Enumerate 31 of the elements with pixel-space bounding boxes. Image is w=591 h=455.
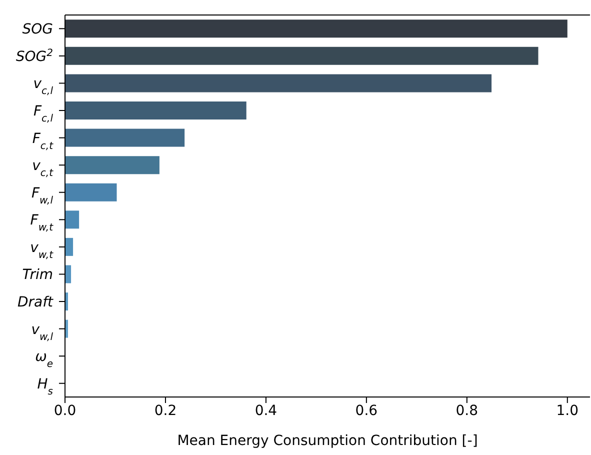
y-tick-label: F$_{w,l}$ [31, 185, 54, 206]
x-tick-label: 0.0 [54, 402, 76, 419]
y-tick-label: v$_{w,l}$ [31, 322, 54, 342]
x-tick-label: 0.4 [254, 402, 278, 419]
bar [65, 265, 72, 284]
x-axis-title: Mean Energy Consumption Contribution [-] [177, 433, 478, 449]
bar [65, 46, 538, 65]
bar [65, 20, 568, 38]
y-tick-label: v$_{c,t}$ [32, 158, 54, 179]
y-tick-label: v$_{c,l}$ [33, 76, 54, 97]
bar [65, 128, 185, 147]
bar [65, 101, 246, 120]
y-tick-label: SOG$^{2}$ [16, 47, 53, 65]
bar [65, 238, 74, 256]
y-tick-label: Draft [17, 294, 54, 310]
y-tick-label: F$_{w,t}$ [30, 212, 54, 234]
bar [65, 210, 80, 229]
y-tick-label: F$_{c,l}$ [33, 104, 54, 124]
bar [65, 183, 117, 202]
y-tick-label: ω$_{e}$ [35, 349, 53, 370]
bar [65, 156, 160, 174]
bar [65, 74, 492, 92]
y-tick-label: Trim [22, 267, 53, 284]
x-tick-label: 0.2 [154, 402, 177, 419]
y-tick-label: v$_{w,t}$ [30, 240, 54, 260]
x-tick-label: 0.8 [456, 402, 478, 419]
x-tick-label: 1.0 [556, 402, 579, 419]
y-tick-label: H$_{s}$ [37, 376, 53, 397]
x-tick-label: 0.6 [355, 402, 378, 419]
y-tick-label: F$_{c,t}$ [32, 130, 54, 152]
y-tick-label: SOG [22, 22, 54, 38]
